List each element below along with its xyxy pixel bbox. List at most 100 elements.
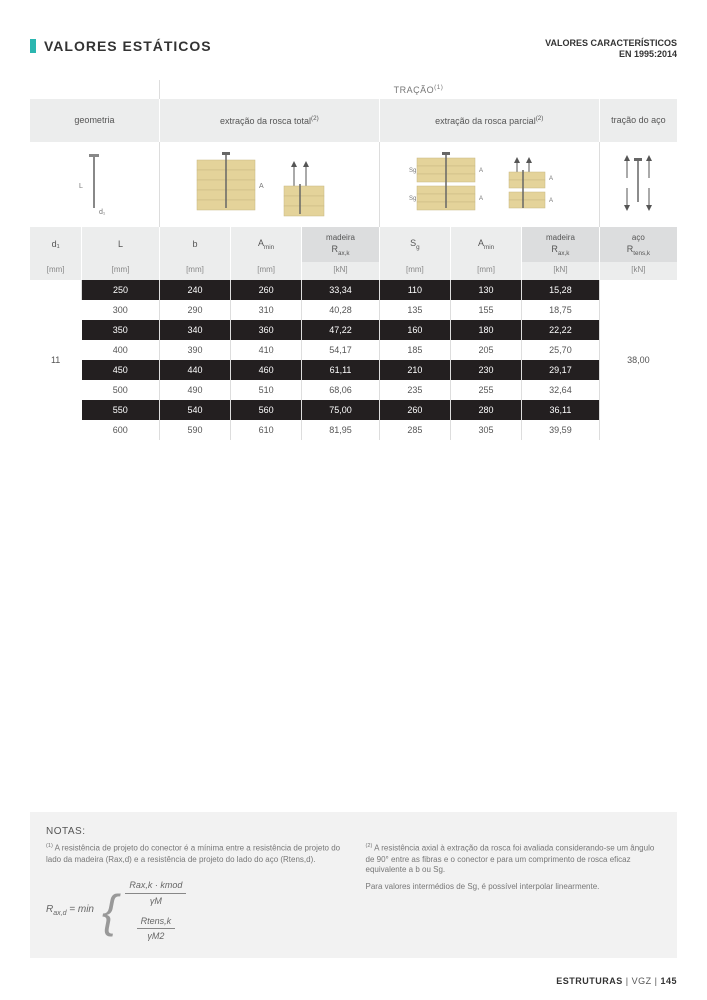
cell-Raxk2: 15,28 xyxy=(522,280,600,300)
cell-Amin2: 230 xyxy=(450,360,521,380)
notes-box: NOTAS: (1) A resistência de projeto do c… xyxy=(30,812,677,958)
cell-L: 500 xyxy=(82,380,160,400)
notes-title: NOTAS: xyxy=(46,826,661,837)
cell-Amin2: 255 xyxy=(450,380,521,400)
cell-Sg: 260 xyxy=(379,400,450,420)
cell-L: 450 xyxy=(82,360,160,380)
cell-Raxk1: 75,00 xyxy=(302,400,380,420)
rtens-cell: 38,00 xyxy=(599,280,677,440)
d1-cell: 11 xyxy=(30,280,82,440)
col-d1: d₁ xyxy=(30,227,82,263)
diagram-extracao-total: A xyxy=(159,142,379,227)
header-right: VALORES CARACTERÍSTICOS EN 1995:2014 xyxy=(545,38,677,60)
cell-Raxk2: 29,17 xyxy=(522,360,600,380)
sub-header-row: d₁ L b Amin madeiraRax,k Sg Amin madeira… xyxy=(30,227,677,263)
note-1: (1) A resistência de projeto do conector… xyxy=(46,843,342,942)
cell-Amin1: 510 xyxy=(231,380,302,400)
cell-Raxk1: 54,17 xyxy=(302,340,380,360)
cell-b: 290 xyxy=(159,300,230,320)
cell-b: 490 xyxy=(159,380,230,400)
cell-Raxk2: 18,75 xyxy=(522,300,600,320)
cell-Amin2: 155 xyxy=(450,300,521,320)
header-right-line1: VALORES CARACTERÍSTICOS xyxy=(545,38,677,49)
svg-text:A: A xyxy=(549,198,553,204)
cell-Raxk2: 25,70 xyxy=(522,340,600,360)
col-extracao-total: extração da rosca total(2) xyxy=(159,99,379,142)
svg-text:A: A xyxy=(479,168,483,174)
svg-text:d₁: d₁ xyxy=(99,209,106,216)
cell-Amin1: 460 xyxy=(231,360,302,380)
table-row: 40039041054,1718520525,70 xyxy=(30,340,677,360)
cell-Sg: 285 xyxy=(379,420,450,440)
cell-Raxk1: 47,22 xyxy=(302,320,380,340)
cell-Sg: 235 xyxy=(379,380,450,400)
formula: Rax,d = min { Rax,k · kmodγM Rtens,kγM2 xyxy=(46,879,342,942)
cell-Amin1: 410 xyxy=(231,340,302,360)
cell-Raxk2: 36,11 xyxy=(522,400,600,420)
values-table: TRAÇÃO(1) geometria extração da rosca to… xyxy=(30,80,677,441)
table-row: 30029031040,2813515518,75 xyxy=(30,300,677,320)
cell-L: 600 xyxy=(82,420,160,440)
cell-Amin1: 310 xyxy=(231,300,302,320)
page-header: VALORES ESTÁTICOS VALORES CARACTERÍSTICO… xyxy=(30,38,677,60)
cell-Amin1: 560 xyxy=(231,400,302,420)
cell-L: 250 xyxy=(82,280,160,300)
cell-Sg: 110 xyxy=(379,280,450,300)
note-2: (2) A resistência axial à extração da ro… xyxy=(366,843,662,942)
col-geometria: geometria xyxy=(30,99,159,142)
cell-Amin2: 130 xyxy=(450,280,521,300)
cell-Amin2: 280 xyxy=(450,400,521,420)
diagram-tracao-aco xyxy=(599,142,677,227)
table-row: 50049051068,0623525532,64 xyxy=(30,380,677,400)
svg-text:Sg: Sg xyxy=(409,196,416,202)
table-row: 35034036047,2216018022,22 xyxy=(30,320,677,340)
accent-marker xyxy=(30,39,36,53)
cell-L: 300 xyxy=(82,300,160,320)
cell-Amin1: 610 xyxy=(231,420,302,440)
cell-b: 390 xyxy=(159,340,230,360)
cell-Raxk1: 68,06 xyxy=(302,380,380,400)
cell-b: 540 xyxy=(159,400,230,420)
diagram-extracao-parcial: SgSg AA AA xyxy=(379,142,599,227)
cell-Raxk1: 81,95 xyxy=(302,420,380,440)
cell-b: 240 xyxy=(159,280,230,300)
page-title: VALORES ESTÁTICOS xyxy=(44,38,212,54)
svg-text:L: L xyxy=(79,183,83,190)
col-extracao-parcial: extração da rosca parcial(2) xyxy=(379,99,599,142)
cell-Raxk1: 40,28 xyxy=(302,300,380,320)
cell-Sg: 210 xyxy=(379,360,450,380)
cell-Raxk1: 33,34 xyxy=(302,280,380,300)
tracao-header: TRAÇÃO(1) xyxy=(159,80,677,99)
cell-L: 550 xyxy=(82,400,160,420)
col-madeira1: madeiraRax,k xyxy=(302,227,380,263)
cell-b: 590 xyxy=(159,420,230,440)
page-footer: ESTRUTURAS | VGZ | 145 xyxy=(556,976,677,986)
table-row: 45044046061,1121023029,17 xyxy=(30,360,677,380)
svg-text:A: A xyxy=(549,176,553,182)
cell-b: 340 xyxy=(159,320,230,340)
header-right-line2: EN 1995:2014 xyxy=(545,49,677,60)
table-row: 1125024026033,3411013015,2838,00 xyxy=(30,280,677,300)
cell-Sg: 135 xyxy=(379,300,450,320)
col-tracao-aco: tração do aço xyxy=(599,99,677,142)
cell-Raxk2: 32,64 xyxy=(522,380,600,400)
cell-L: 400 xyxy=(82,340,160,360)
cell-Amin2: 205 xyxy=(450,340,521,360)
diagram-row: Ld₁ A xyxy=(30,142,677,227)
diagram-geometria: Ld₁ xyxy=(30,142,159,227)
units-row: [mm] [mm] [mm] [mm] [kN] [mm] [mm] [kN] … xyxy=(30,262,677,280)
col-Amin1: Amin xyxy=(231,227,302,263)
col-Sg: Sg xyxy=(379,227,450,263)
cell-Amin1: 360 xyxy=(231,320,302,340)
table-row: 60059061081,9528530539,59 xyxy=(30,420,677,440)
cell-Sg: 160 xyxy=(379,320,450,340)
cell-L: 350 xyxy=(82,320,160,340)
cell-Amin2: 180 xyxy=(450,320,521,340)
table-row: 55054056075,0026028036,11 xyxy=(30,400,677,420)
cell-Raxk1: 61,11 xyxy=(302,360,380,380)
cell-Sg: 185 xyxy=(379,340,450,360)
cell-Amin2: 305 xyxy=(450,420,521,440)
cell-b: 440 xyxy=(159,360,230,380)
col-b: b xyxy=(159,227,230,263)
svg-text:A: A xyxy=(479,196,483,202)
